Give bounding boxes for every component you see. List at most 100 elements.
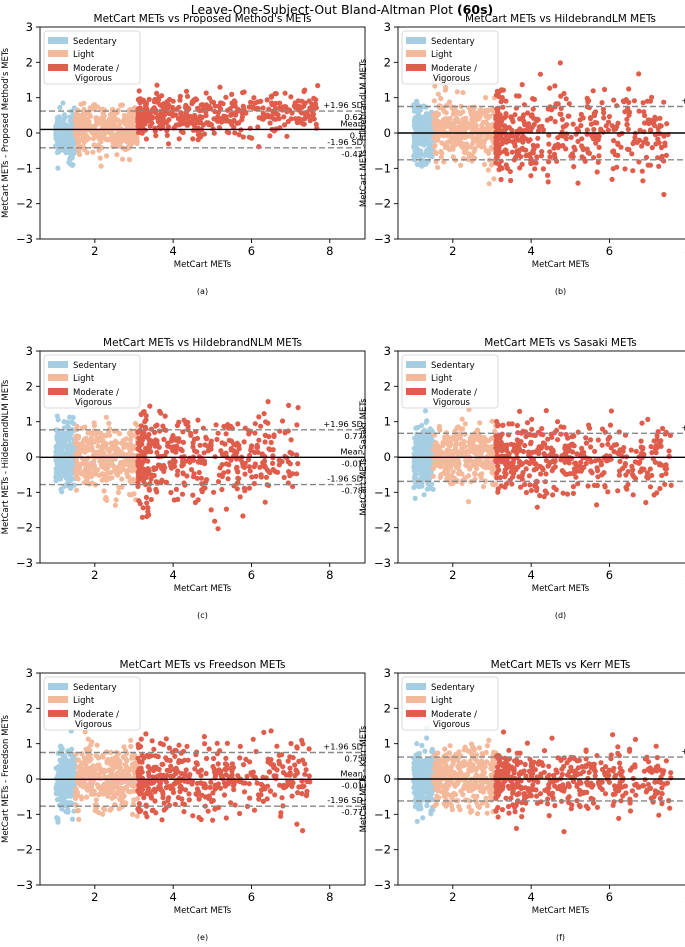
x-tick-label: 4 <box>169 568 176 582</box>
data-point <box>563 96 569 102</box>
data-point <box>268 94 275 100</box>
data-point <box>502 484 508 490</box>
legend-swatch <box>406 361 426 368</box>
data-point <box>659 462 665 468</box>
data-point <box>113 781 119 788</box>
data-point <box>115 788 121 795</box>
data-point <box>538 471 544 477</box>
data-point <box>491 176 497 182</box>
data-point <box>455 458 461 464</box>
data-point <box>596 153 602 159</box>
data-point <box>502 125 508 131</box>
data-point <box>440 127 446 133</box>
data-point <box>647 127 654 133</box>
data-point <box>483 445 489 451</box>
data-point <box>625 108 631 114</box>
data-point <box>128 441 134 447</box>
data-point <box>639 444 645 451</box>
data-point <box>81 129 87 135</box>
data-point <box>495 489 501 495</box>
data-point <box>100 445 106 451</box>
data-point <box>643 499 649 506</box>
data-point <box>122 768 128 775</box>
legend-swatch <box>48 50 68 57</box>
data-point <box>568 153 574 159</box>
data-point <box>146 431 152 438</box>
data-point <box>184 93 191 99</box>
data-point <box>157 462 163 468</box>
data-point <box>525 110 531 116</box>
data-point <box>595 437 601 443</box>
data-point <box>246 457 252 463</box>
data-point <box>60 100 66 106</box>
x-tick-label: 4 <box>527 244 534 258</box>
data-point <box>152 437 159 443</box>
data-point <box>100 440 107 446</box>
data-point <box>655 136 661 142</box>
panel-e: MetCart METs vs Freedson METs+1.96 SD0.7… <box>1 659 366 942</box>
data-point <box>195 417 201 423</box>
data-point <box>168 489 174 496</box>
data-point <box>464 133 471 139</box>
y-tick-label: 1 <box>26 91 33 105</box>
data-point <box>602 484 608 490</box>
data-point <box>140 505 146 511</box>
data-point <box>631 98 638 104</box>
data-point <box>201 450 207 456</box>
data-point <box>581 452 587 458</box>
data-point <box>638 468 644 474</box>
data-point <box>553 487 559 493</box>
data-point <box>131 797 137 803</box>
data-point <box>180 470 186 476</box>
data-point <box>412 495 418 501</box>
data-point <box>97 155 103 161</box>
data-point <box>261 411 267 417</box>
data-point <box>212 806 218 812</box>
data-point <box>166 745 172 751</box>
data-point <box>76 448 82 454</box>
data-point <box>489 162 495 168</box>
legend-label-line2: Vigorous <box>75 74 112 84</box>
data-point <box>599 472 605 478</box>
data-point <box>218 100 224 106</box>
data-point <box>543 408 549 414</box>
data-point <box>194 435 201 441</box>
data-point <box>422 408 429 414</box>
data-point <box>66 770 72 776</box>
data-point <box>258 423 264 429</box>
data-point <box>422 122 428 128</box>
legend-label: Sedentary <box>431 37 475 47</box>
data-point <box>97 457 104 463</box>
data-point <box>180 459 186 465</box>
data-point <box>476 437 482 443</box>
data-point <box>288 94 294 100</box>
data-point <box>625 126 631 132</box>
data-point <box>531 147 537 153</box>
data-point <box>411 445 417 451</box>
data-point <box>203 434 209 440</box>
x-tick-label: 2 <box>91 568 98 582</box>
data-point <box>480 484 487 490</box>
data-point <box>482 478 488 484</box>
data-point <box>578 123 584 129</box>
data-point <box>538 431 544 437</box>
data-point <box>57 743 64 750</box>
data-point <box>256 796 262 802</box>
data-point <box>306 98 312 104</box>
x-tick-label: 2 <box>449 568 456 582</box>
data-point <box>96 136 102 142</box>
data-point <box>196 131 203 137</box>
data-point <box>146 436 152 443</box>
data-point <box>65 786 71 792</box>
data-point <box>57 783 63 790</box>
x-tick-label: 6 <box>606 568 613 582</box>
data-point <box>134 422 140 428</box>
data-point <box>411 451 417 457</box>
data-point <box>662 143 668 149</box>
y-tick-label: −1 <box>16 485 33 499</box>
mean-value: 0.1 <box>350 130 363 140</box>
panel-title: MetCart METs vs Proposed Method's METs <box>94 13 312 25</box>
data-point <box>622 166 628 172</box>
data-point <box>127 437 134 443</box>
data-point <box>100 783 106 789</box>
